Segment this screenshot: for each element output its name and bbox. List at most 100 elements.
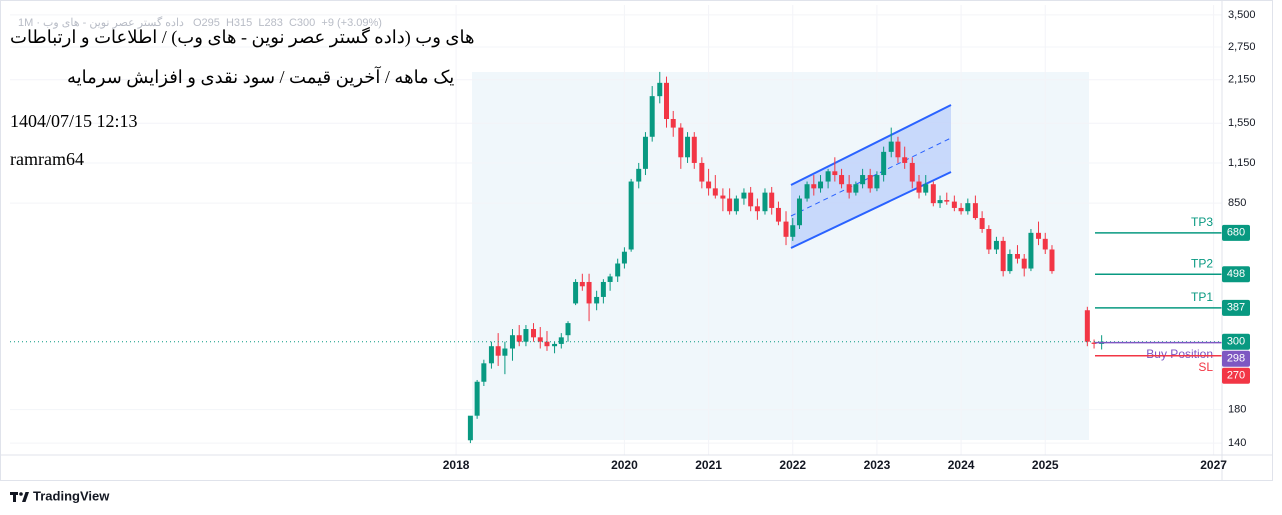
y-tick-label: 1,550 (1228, 117, 1256, 129)
candle-body (1084, 310, 1090, 342)
candle-body (888, 141, 894, 152)
candle-body (706, 181, 712, 189)
price-badge (1222, 367, 1250, 384)
candle-body (748, 192, 754, 207)
level-label: TP2 (1191, 256, 1213, 270)
candle-body (853, 184, 859, 193)
candle-body (558, 337, 564, 344)
x-tick-label: 2027 (1200, 458, 1227, 472)
title-line: های وب (داده گستر عصر نوین - های وب) / ا… (10, 27, 475, 47)
candle-body (993, 240, 999, 250)
candle-body (579, 281, 585, 287)
candle-body (531, 329, 537, 338)
candle-body (783, 221, 789, 237)
candle-body (846, 184, 852, 193)
candle-body (979, 218, 985, 229)
price-badge-label: 270 (1227, 370, 1245, 382)
candle-body (902, 157, 908, 163)
logo-icon (10, 492, 29, 502)
candle-body (937, 200, 943, 204)
candle-body (1000, 240, 1006, 272)
candle-body (769, 192, 775, 208)
price-badge (1222, 299, 1250, 316)
logo-text: TradingView (33, 488, 110, 503)
candle-body (523, 329, 529, 342)
candle-body (944, 200, 950, 202)
x-tick-label: 2025 (1032, 458, 1059, 472)
candle-body (895, 141, 901, 158)
range-shade (472, 72, 1089, 440)
candle-body (678, 127, 684, 158)
candle-body (657, 82, 663, 97)
price-badge (1222, 266, 1250, 283)
candle-body (509, 335, 515, 349)
level-label: SL (1198, 360, 1213, 374)
legend-symbol: داده گستر عصر نوین - های وب · 1M (18, 17, 184, 29)
x-tick-label: 2018 (443, 458, 470, 472)
candle-body (615, 263, 621, 277)
y-tick-label: 2,750 (1228, 41, 1256, 53)
price-badge (1222, 333, 1250, 350)
x-tick-label: 2023 (864, 458, 891, 472)
title-line: یک ماهه / آخرین قیمت / سود نقدی و افزایش… (67, 67, 455, 87)
price-badge (1222, 350, 1250, 367)
price-badge-label: 680 (1227, 227, 1245, 239)
candle-body (867, 175, 873, 189)
axes: 3,500 2,750 2,150 1,550 1,150 850 180 140 2018 20… (443, 9, 1256, 472)
grid (10, 5, 1222, 455)
y-tick-label: 3,500 (1228, 9, 1256, 21)
candle-body (1049, 249, 1055, 272)
price-badge-label: 298 (1227, 353, 1245, 365)
x-tick-label: 2022 (779, 458, 806, 472)
candle-body (804, 184, 810, 199)
candle-body (965, 203, 971, 212)
legend: داده گستر عصر نوین - های وب · 1M O295 H3… (18, 16, 382, 29)
candle-body (733, 198, 739, 212)
candle-body (600, 281, 606, 297)
candle-body (621, 251, 627, 264)
candle-body (951, 201, 957, 208)
price-badge-label: 498 (1227, 268, 1245, 280)
candle-body (1036, 232, 1042, 239)
candle-body (972, 203, 978, 219)
title-line: 1404/07/15 12:13 (10, 111, 138, 131)
channel-midline (790, 137, 952, 217)
x-tick-label: 2021 (695, 458, 722, 472)
y-tick-label: 180 (1228, 404, 1246, 416)
candle-body (685, 136, 691, 158)
legend-ohlc: O295 H315 L283 C300 +9 (+3.09%) (192, 17, 382, 29)
x-tick-label: 2020 (611, 458, 638, 472)
candle-body (537, 337, 543, 342)
candle-body (467, 415, 473, 441)
y-tick-label: 2,150 (1228, 74, 1256, 86)
candle-body (636, 168, 642, 182)
candle-body (594, 296, 600, 304)
level-label: TP1 (1191, 290, 1213, 304)
level-label: Buy Position (1146, 347, 1213, 361)
candle-body (1007, 253, 1013, 272)
candle-body (1042, 238, 1048, 250)
candle-body (516, 335, 522, 342)
candle-body (909, 162, 915, 182)
candle-body (664, 82, 669, 120)
candle-body (839, 175, 845, 185)
candle-body (474, 381, 480, 416)
candle-body (495, 346, 501, 356)
candle-body (930, 184, 936, 204)
channel-line (790, 104, 952, 186)
candle-body (544, 341, 550, 347)
x-tick-label: 2024 (948, 458, 975, 472)
candle-body (923, 184, 929, 193)
price-badge-label: 300 (1227, 336, 1245, 348)
y-tick-label: 140 (1228, 437, 1246, 449)
candle-body (1021, 258, 1027, 269)
candle-body (796, 198, 802, 226)
candle-body (986, 228, 992, 250)
price-badge (1222, 224, 1250, 241)
candle-body (607, 276, 613, 282)
candle-body (670, 119, 676, 128)
candle-body (741, 192, 747, 199)
candle-body (790, 225, 796, 237)
